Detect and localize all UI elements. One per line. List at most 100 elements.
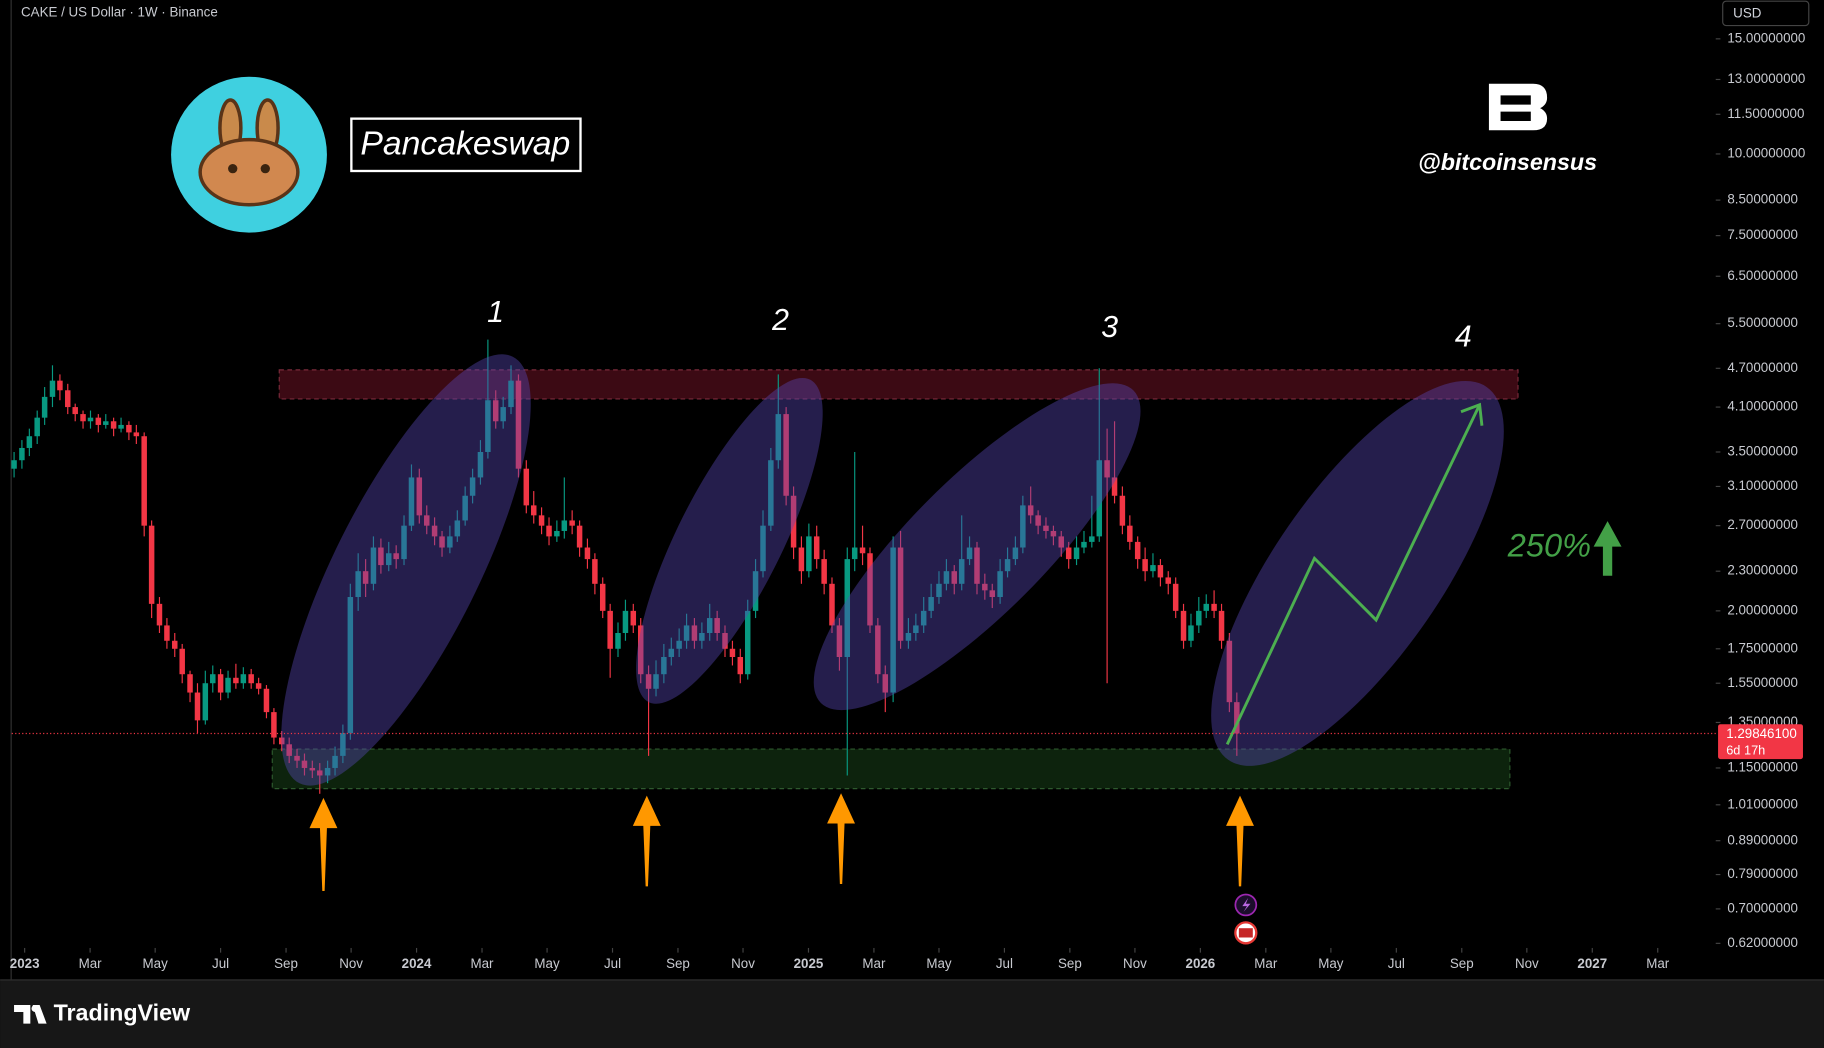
candle-body [1073,547,1080,560]
candle-body [928,597,934,611]
arrow [309,797,338,891]
candle-body [982,583,988,591]
candle-body [187,674,193,693]
logo-eye [228,164,238,174]
brand-label: TradingView [54,999,191,1025]
candle-body [997,571,1003,598]
candle-body [775,414,782,461]
orange-arrows [309,793,1254,891]
y-tick-label: 2.70000000 [1727,517,1798,532]
candle-body [26,436,33,448]
x-tick-label: Mar [862,956,886,971]
candle-body [1119,495,1126,526]
candle-body [416,477,423,516]
candle-body [271,712,277,738]
y-tick-label: 8.50000000 [1727,192,1798,207]
candle-body [1035,515,1041,526]
candle-body [554,530,560,537]
candle-body [233,677,239,684]
candle-body [447,536,453,548]
wave-ellipse [281,354,531,786]
candle-body [1104,460,1110,478]
candle-body [1196,610,1202,626]
wave-label: 2 [771,304,789,337]
candle-body [332,755,338,768]
candle-body [821,559,827,584]
candle-body [1188,625,1194,641]
y-tick-label: 1.55000000 [1727,675,1798,690]
candle-body [1012,547,1019,560]
y-tick-label: 1.75000000 [1727,640,1798,655]
y-tick-label: 6.50000000 [1727,268,1798,283]
candle-body [1180,610,1187,641]
x-tick-label: Nov [1123,956,1147,971]
logo-face [198,137,300,207]
candle-body [676,640,682,649]
wave-label: 3 [1101,311,1118,344]
candle-body [210,674,216,684]
logo-eye [260,164,270,174]
candle-body [958,559,965,584]
candle-body [744,610,751,675]
y-tick-label: 5.50000000 [1727,315,1798,330]
candle-body [1226,640,1233,703]
candle-body [913,625,919,633]
y-tick-label: 15.00000000 [1727,30,1805,45]
candle-body [477,451,484,478]
candle-body [148,525,155,604]
candle-body [599,583,606,611]
y-tick-label: 4.10000000 [1727,399,1798,414]
handle-label: @bitcoinsensus [1418,149,1597,175]
candle-body [1142,559,1148,572]
candle-body [615,632,621,649]
candle-body [1157,565,1164,578]
candle-body [1081,541,1087,548]
candle-body [699,632,705,641]
candle-body [653,674,659,689]
candle-body [592,559,598,584]
currency-box[interactable] [1722,0,1810,27]
candle-body [110,421,117,429]
candle-body [393,553,399,560]
candle-body [500,407,506,422]
x-tick-label: Mar [79,956,103,971]
wave-label: 4 [1455,320,1472,353]
candle-body [431,525,438,537]
candle-body [49,380,56,397]
candle-body [1127,525,1133,542]
y-tick-label: 0.62000000 [1727,935,1798,950]
candle-body [11,460,17,469]
candle-body [890,547,896,693]
countdown-label: 6d 17h [1726,742,1765,757]
candle-body [1203,603,1210,611]
candle-body [859,547,866,554]
event-icon-flag [1238,928,1253,938]
y-tick-label: 1.15000000 [1727,759,1798,774]
x-tick-label: Jul [996,956,1013,971]
x-tick-label: May [534,956,560,971]
brand-logo [14,1004,47,1024]
candle-body [722,632,728,649]
candle-body [80,414,86,422]
candle-body [1020,505,1026,548]
candle-body [645,674,652,689]
candle-body [1211,603,1217,611]
candle-body [576,525,583,548]
candle-body [172,640,178,649]
x-axis: 2023 Mar May Jul Sep Nov 2024 Mar May Jul Sep Nov 20… [10,947,1670,971]
candle-body [1050,530,1057,537]
candle-body [279,737,285,745]
candle-body [156,603,163,626]
candle-body [309,767,316,771]
candle-body [989,590,996,598]
candle-body [492,400,499,422]
y-tick-label: 1.01000000 [1727,796,1798,811]
candle-body [966,547,973,560]
candle-body [737,657,744,675]
candle-body [515,380,522,469]
candle-body [133,432,140,437]
candle-body [385,553,392,566]
candle-body [95,417,102,425]
x-tick-label: Nov [731,956,755,971]
